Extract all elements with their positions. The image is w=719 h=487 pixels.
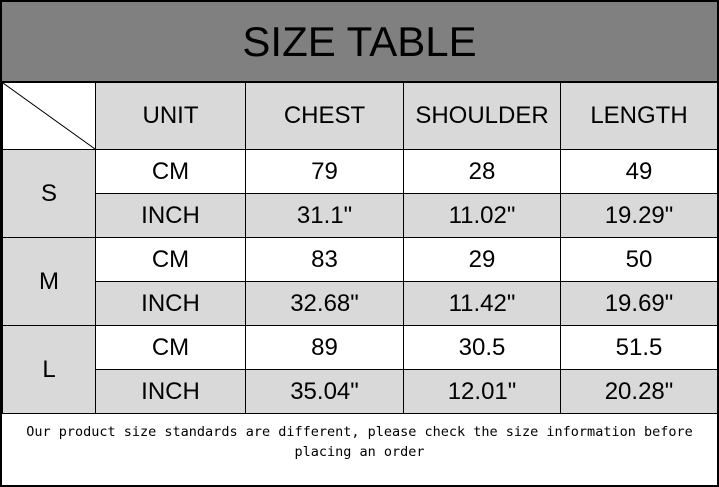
chest-cell: 79 (245, 149, 404, 194)
chest-cell: 31.1" (245, 193, 404, 238)
size-table: UNIT CHEST SHOULDER LENGTH S CM 79 28 49… (2, 82, 717, 414)
table-row: INCH 32.68" 11.42" 19.69" (3, 281, 717, 326)
table-row: S CM 79 28 49 (2, 149, 717, 238)
length-cell: 51.5 (560, 325, 717, 370)
length-cell: 50 (560, 237, 717, 282)
chest-cell: 89 (245, 325, 404, 370)
header-shoulder: SHOULDER (403, 82, 561, 150)
chest-cell: 35.04" (245, 369, 404, 414)
shoulder-cell: 30.5 (403, 325, 561, 370)
shoulder-cell: 12.01" (403, 369, 561, 414)
table-title: SIZE TABLE (2, 2, 717, 82)
size-label: L (2, 325, 96, 414)
unit-cell: CM (95, 325, 246, 370)
size-disclaimer-note: Our product size standards are different… (26, 424, 693, 460)
diagonal-corner-cell (2, 82, 96, 150)
length-cell: 19.69" (560, 281, 717, 326)
length-cell: 20.28" (560, 369, 717, 414)
unit-cell: INCH (95, 281, 246, 326)
unit-cell: INCH (95, 369, 246, 414)
table-row: L CM 89 30.5 51.5 (2, 325, 717, 414)
table-row: M CM 83 29 50 (2, 237, 717, 326)
unit-cell: CM (95, 237, 246, 282)
size-label: S (2, 149, 96, 238)
chest-cell: 83 (245, 237, 404, 282)
header-length: LENGTH (560, 82, 717, 150)
header-row: UNIT CHEST SHOULDER LENGTH (2, 82, 717, 150)
unit-cell: CM (95, 149, 246, 194)
unit-cell: INCH (95, 193, 246, 238)
shoulder-cell: 28 (403, 149, 561, 194)
header-unit: UNIT (95, 82, 246, 150)
size-label: M (2, 237, 96, 326)
shoulder-cell: 29 (403, 237, 561, 282)
chest-cell: 32.68" (245, 281, 404, 326)
table-row: INCH 31.1" 11.02" 19.29" (3, 193, 717, 238)
length-cell: 49 (560, 149, 717, 194)
table-row: INCH 35.04" 12.01" 20.28" (3, 369, 717, 414)
shoulder-cell: 11.42" (403, 281, 561, 326)
length-cell: 19.29" (560, 193, 717, 238)
shoulder-cell: 11.02" (403, 193, 561, 238)
header-chest: CHEST (245, 82, 404, 150)
